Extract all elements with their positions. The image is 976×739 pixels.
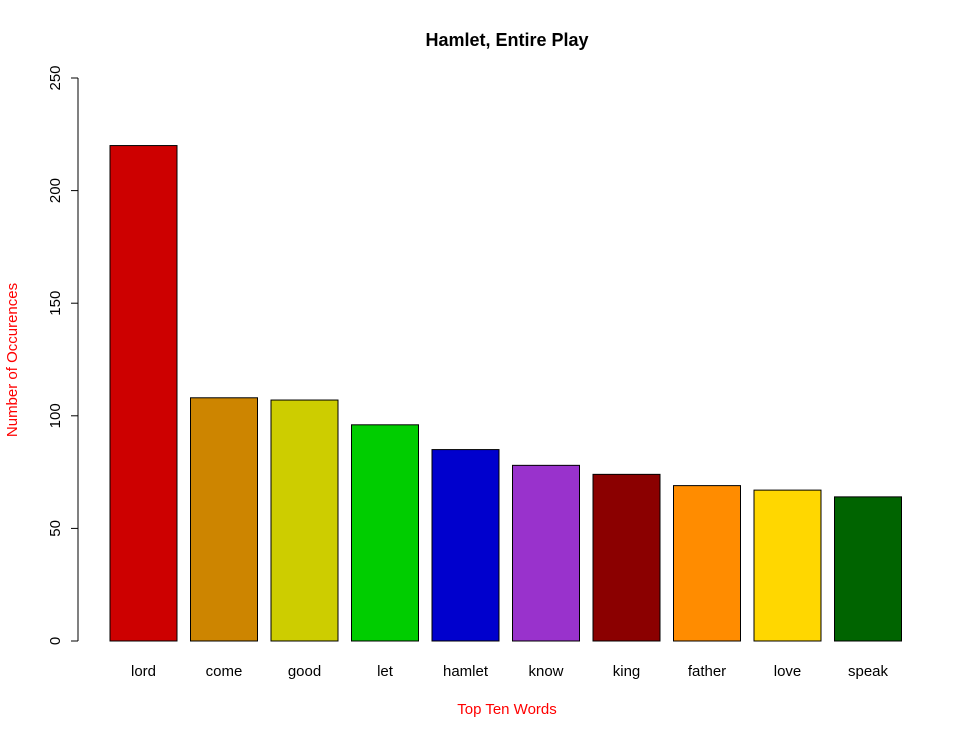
y-tick-label: 0 <box>47 637 64 645</box>
bar-come <box>190 397 258 642</box>
bar-love <box>753 489 822 642</box>
y-axis-label: Number of Occurences <box>4 283 21 437</box>
x-axis-label: Top Ten Words <box>457 701 557 718</box>
x-tick-label-king: king <box>613 663 641 680</box>
x-tick-label-know: know <box>528 663 563 680</box>
x-tick-label-speak: speak <box>848 663 889 680</box>
x-tick-label-come: come <box>206 663 243 680</box>
bar-king <box>592 473 661 642</box>
bar-lord <box>109 145 178 642</box>
bar-let <box>351 424 419 642</box>
y-axis: 0 50 100 150 200 250 <box>47 65 79 645</box>
x-tick-label-hamlet: hamlet <box>443 663 489 680</box>
x-tick-label-father: father <box>688 663 726 680</box>
x-tick-label-love: love <box>774 663 802 680</box>
x-tick-labels: lord come good let hamlet know king father love s… <box>131 663 889 680</box>
y-tick-label: 50 <box>47 520 64 537</box>
bars-group <box>109 145 902 642</box>
bar-good <box>270 399 339 642</box>
y-tick-label: 100 <box>47 403 64 428</box>
bar-father <box>673 485 741 642</box>
bar-know <box>512 464 580 642</box>
y-tick-label: 200 <box>47 178 64 203</box>
y-tick-label: 150 <box>47 291 64 316</box>
bar-speak <box>834 496 902 642</box>
x-tick-label-let: let <box>377 663 394 680</box>
y-tick-label: 250 <box>47 65 64 90</box>
chart-title: Hamlet, Entire Play <box>425 30 588 50</box>
x-tick-label-lord: lord <box>131 663 156 680</box>
x-tick-label-good: good <box>288 663 321 680</box>
bar-hamlet <box>431 449 500 642</box>
